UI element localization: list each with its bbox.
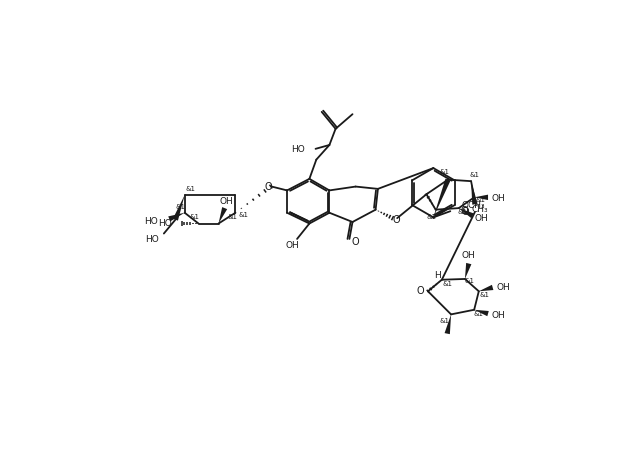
Text: OCH₃: OCH₃: [461, 201, 485, 210]
Text: O: O: [352, 237, 359, 247]
Text: OH: OH: [219, 198, 233, 207]
Text: O: O: [460, 206, 468, 216]
Text: &1: &1: [440, 318, 450, 323]
Text: &1: &1: [470, 172, 480, 178]
Text: O: O: [265, 182, 272, 192]
Text: &1: &1: [458, 209, 468, 215]
Text: &1: &1: [186, 186, 196, 192]
Text: &1: &1: [426, 214, 436, 221]
Polygon shape: [219, 207, 227, 224]
Text: CH₃: CH₃: [471, 205, 488, 214]
Text: HO: HO: [144, 217, 158, 226]
Text: &1: &1: [480, 292, 490, 298]
Polygon shape: [433, 179, 450, 217]
Polygon shape: [445, 314, 451, 334]
Text: OH: OH: [475, 214, 489, 223]
Text: O: O: [417, 286, 424, 296]
Polygon shape: [474, 310, 489, 316]
Text: HO: HO: [158, 219, 171, 228]
Text: &1: &1: [238, 212, 248, 218]
Polygon shape: [479, 285, 493, 291]
Text: &1: &1: [176, 203, 186, 210]
Text: O: O: [392, 215, 400, 225]
Polygon shape: [471, 181, 477, 205]
Text: &1: &1: [190, 214, 199, 221]
Text: H: H: [434, 271, 440, 280]
Text: OH: OH: [462, 251, 475, 260]
Text: &1: &1: [465, 278, 475, 284]
Text: &1: &1: [439, 169, 449, 175]
Polygon shape: [465, 263, 472, 279]
Text: OH: OH: [497, 283, 511, 292]
Text: O: O: [462, 207, 470, 217]
Polygon shape: [459, 208, 474, 218]
Text: &1: &1: [227, 214, 238, 221]
Text: &1: &1: [473, 311, 483, 317]
Polygon shape: [168, 213, 185, 221]
Text: HO: HO: [291, 145, 305, 154]
Text: OH: OH: [286, 241, 299, 250]
Text: OH: OH: [492, 311, 505, 320]
Text: &1: &1: [475, 197, 486, 202]
Text: &1: &1: [443, 281, 453, 286]
Polygon shape: [474, 195, 488, 200]
Text: OH: OH: [492, 194, 505, 203]
Text: HO: HO: [144, 235, 158, 244]
Polygon shape: [173, 195, 185, 221]
